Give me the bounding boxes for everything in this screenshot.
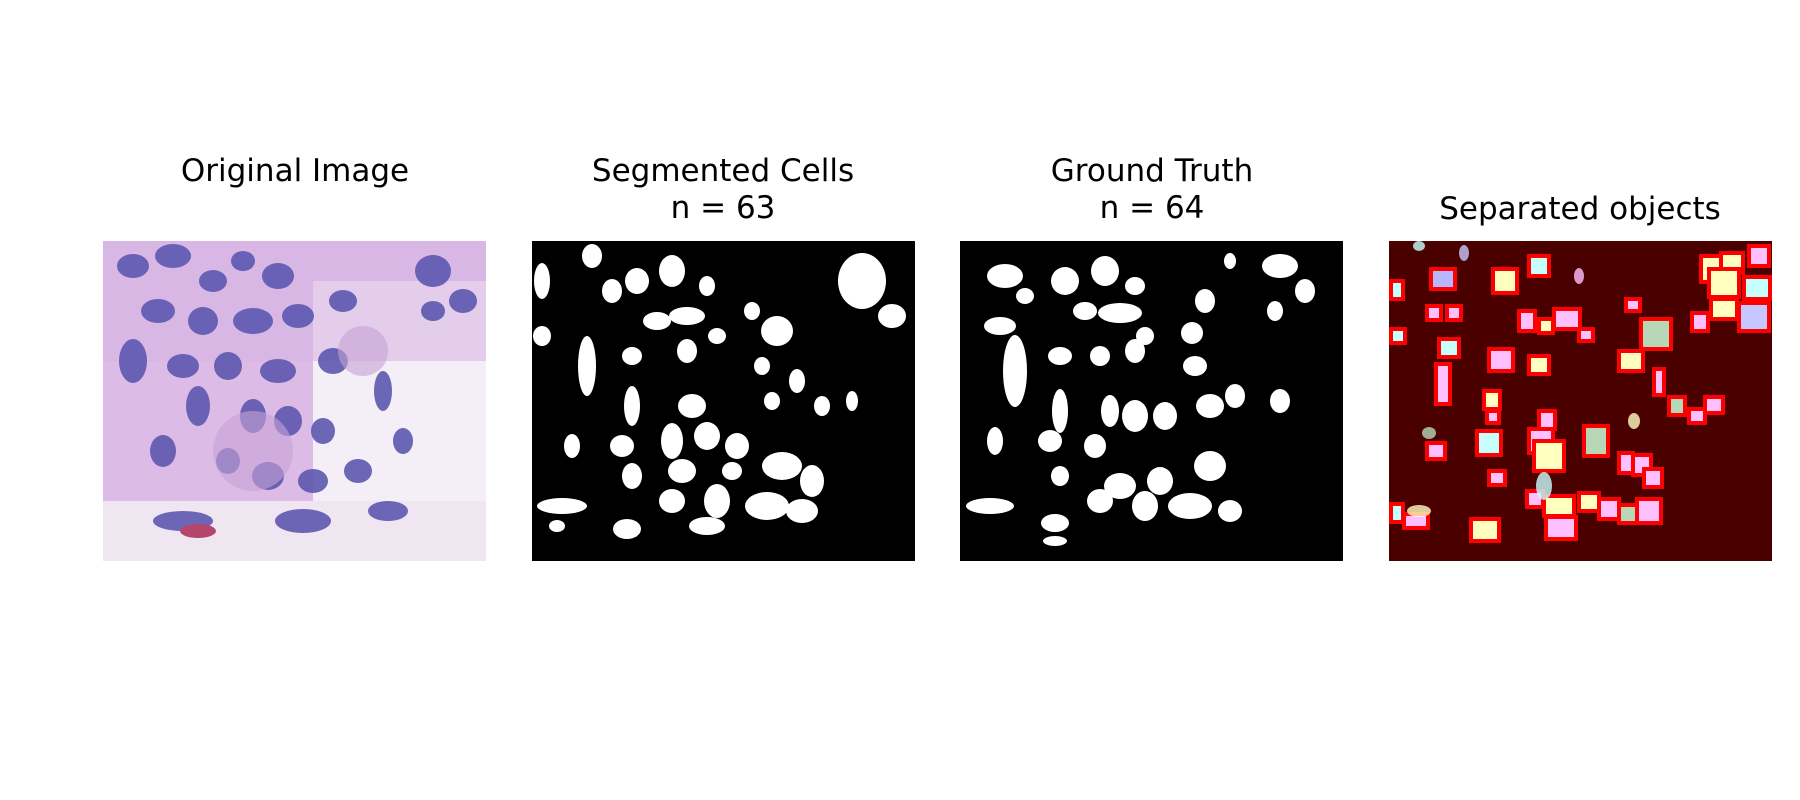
ground-truth-mask — [960, 241, 1343, 561]
separated-objects-title: Separated objects — [1439, 191, 1721, 227]
separated-objects-image — [1389, 241, 1772, 561]
original-image-title: Original Image — [180, 153, 410, 189]
segmented-cells-mask — [532, 241, 915, 561]
ground-truth-image — [960, 241, 1343, 561]
ground-truth-title: Ground Truth n = 64 — [1050, 153, 1254, 226]
labeled-objects-image — [1389, 241, 1772, 561]
histology-image — [103, 241, 486, 561]
segmentation-mask-image — [532, 241, 915, 561]
segmented-cells-title: Segmented Cells n = 63 — [591, 153, 855, 226]
original-image — [103, 241, 486, 561]
